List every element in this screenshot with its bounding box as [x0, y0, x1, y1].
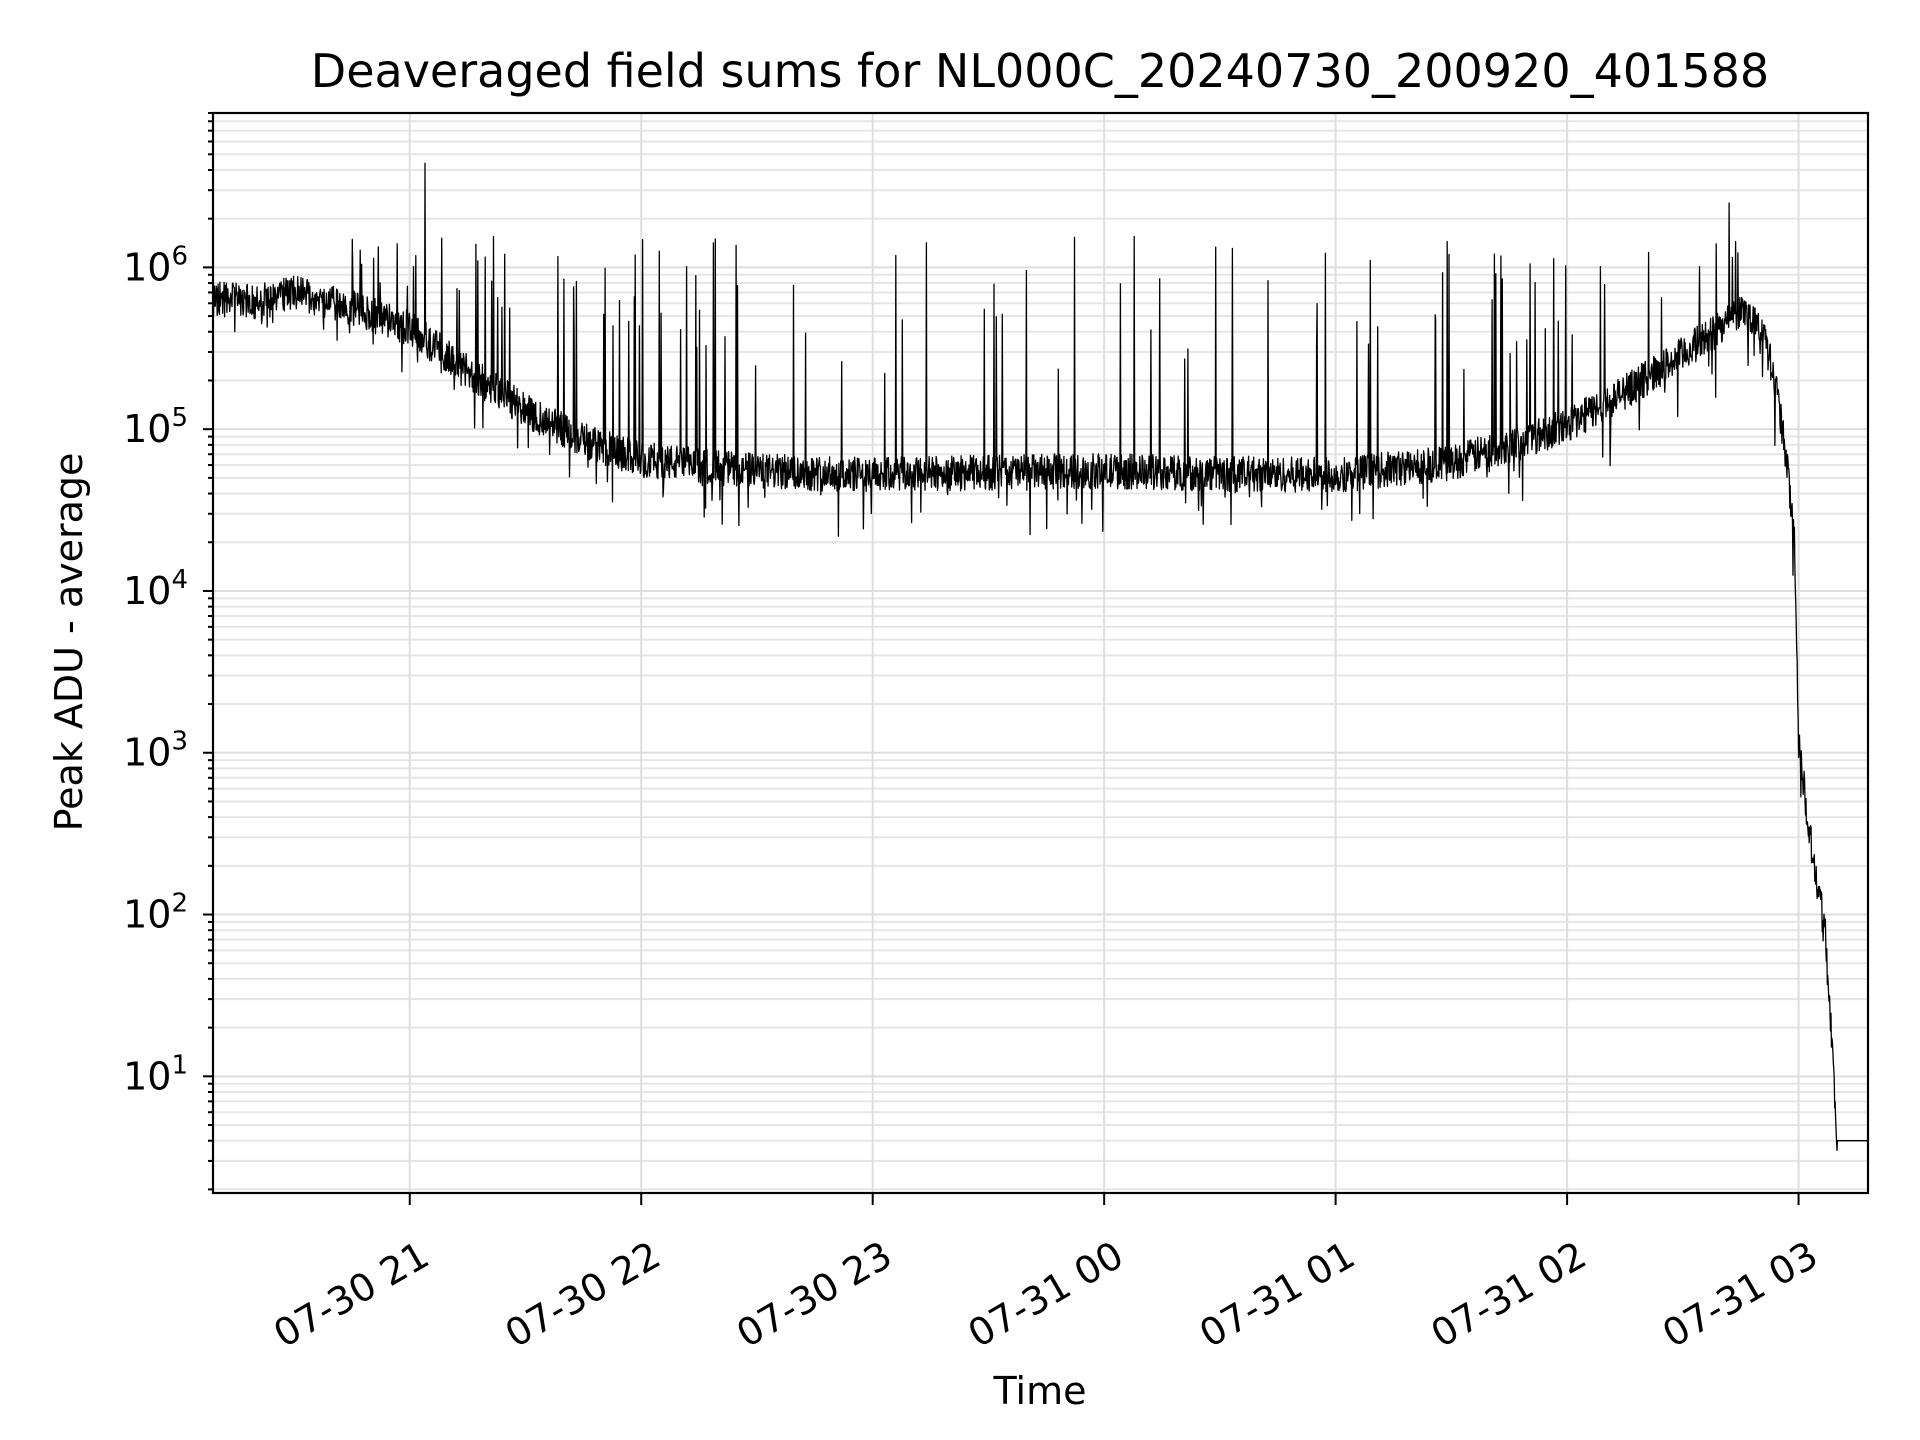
y-tick-label: 106: [123, 241, 188, 289]
x-tick-label: 07-31 01: [1192, 1233, 1362, 1357]
plot-frame: [211, 111, 1870, 1195]
chart-title: Deaveraged field sums for NL000C_2024073…: [311, 44, 1769, 98]
series-line: [212, 162, 1869, 1151]
y-tick-label: 104: [123, 565, 188, 613]
x-axis-label: Time: [993, 1369, 1087, 1413]
y-tick-label: 101: [123, 1050, 188, 1098]
axes: 07-30 21 07-30 22 07-30 23 07-31 00 07-31 01…: [123, 111, 1870, 1357]
x-tick-label: 07-30 22: [498, 1233, 668, 1357]
x-tick-label: 07-31 03: [1655, 1233, 1825, 1357]
y-tick-label: 102: [123, 889, 188, 937]
y-tick-label: 103: [123, 727, 188, 775]
y-tick-label: 105: [123, 403, 188, 451]
x-tick-label: 07-31 02: [1424, 1233, 1594, 1357]
series-layer: [212, 162, 1869, 1151]
x-tick-label: 07-31 00: [961, 1233, 1131, 1357]
x-tick-label: 07-30 21: [266, 1233, 436, 1357]
x-tick-label: 07-30 23: [729, 1233, 899, 1357]
grid: [213, 112, 1868, 1193]
y-axis-label: Peak ADU - average: [47, 453, 91, 832]
